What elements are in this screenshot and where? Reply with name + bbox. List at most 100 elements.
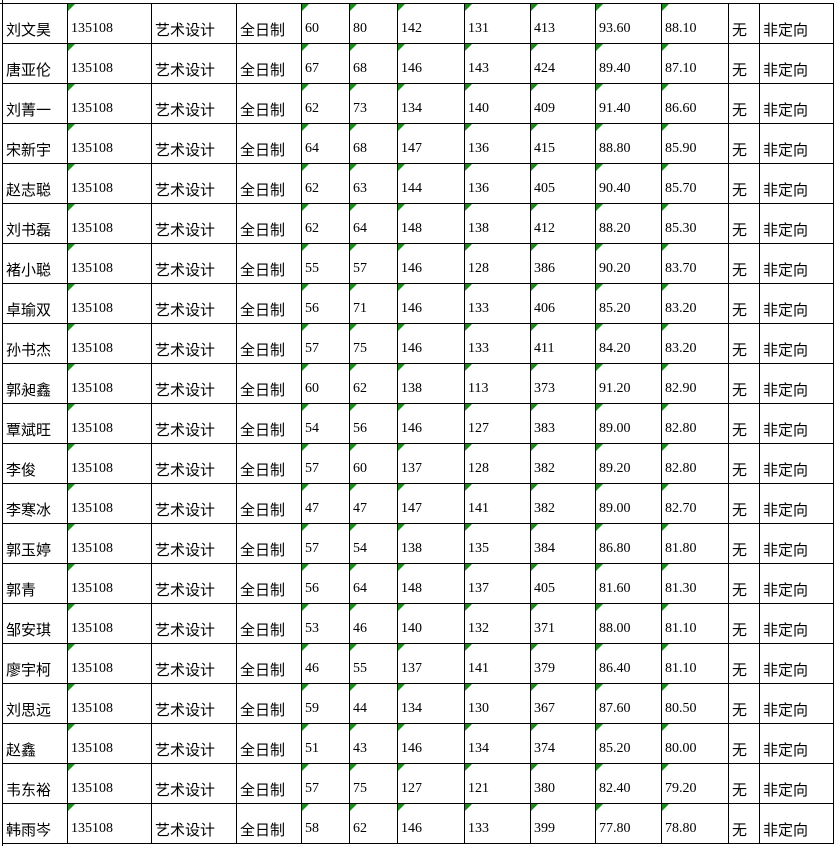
cell-text: 全日制 [240, 183, 286, 199]
cell-text: 141 [468, 661, 489, 676]
table-cell: 非定向 [760, 404, 834, 444]
table-cell: 134 [398, 84, 465, 124]
cell-marker [398, 244, 405, 251]
cell-marker [596, 724, 603, 731]
cell-text: 136 [468, 141, 489, 156]
table-cell: 409 [531, 84, 596, 124]
cell-text: 艺术设计 [155, 783, 216, 799]
cell-marker [68, 684, 75, 691]
cell-text: 非定向 [763, 703, 809, 719]
table-cell: 68 [350, 124, 398, 164]
table-cell: 64 [302, 124, 350, 164]
cell-marker [662, 324, 669, 331]
cell-text: 郭青 [6, 583, 37, 599]
cell-text: 无 [732, 423, 748, 439]
cell-text: 艺术设计 [155, 223, 216, 239]
cell-marker [465, 724, 472, 731]
cell-text: 80.50 [665, 701, 697, 716]
table-cell: 艺术设计 [152, 644, 237, 684]
cell-marker [350, 484, 357, 491]
table-cell: 81.10 [662, 644, 729, 684]
table-cell: 132 [465, 604, 531, 644]
cell-text: 135108 [71, 741, 113, 756]
table-cell: 47 [350, 484, 398, 524]
table-cell: 68 [350, 44, 398, 84]
table-cell: 135108 [68, 204, 152, 244]
table-cell: 81.80 [662, 524, 729, 564]
cell-marker [596, 644, 603, 651]
table-cell: 全日制 [237, 564, 302, 604]
table-cell: 无 [729, 804, 760, 844]
cell-marker [596, 84, 603, 91]
cell-marker [68, 644, 75, 651]
cell-marker [531, 724, 538, 731]
cell-marker [662, 404, 669, 411]
cell-text: 384 [534, 541, 555, 556]
cell-text: 全日制 [240, 63, 286, 79]
cell-marker [531, 164, 538, 171]
cell-text: 85.20 [599, 741, 631, 756]
cell-text: 62 [305, 221, 319, 236]
cell-text: 73 [353, 101, 367, 116]
cell-text: 宋新宇 [6, 143, 52, 159]
cell-text: 62 [305, 101, 319, 116]
cell-text: 全日制 [240, 743, 286, 759]
table-cell: 56 [302, 564, 350, 604]
table-cell: 147 [398, 484, 465, 524]
table-cell: 91.40 [596, 84, 662, 124]
cell-text: 全日制 [240, 303, 286, 319]
cell-marker [531, 804, 538, 811]
cell-marker [531, 524, 538, 531]
table-cell: 135108 [68, 404, 152, 444]
cell-text: 142 [401, 21, 422, 36]
table-cell: 146 [398, 724, 465, 764]
cell-marker [302, 244, 309, 251]
cell-marker [398, 44, 405, 51]
cell-marker [531, 484, 538, 491]
cell-marker [302, 764, 309, 771]
table-cell: 全日制 [237, 524, 302, 564]
table-cell: 424 [531, 44, 596, 84]
cell-text: 非定向 [763, 543, 809, 559]
cell-text: 廖宇柯 [6, 663, 52, 679]
cell-text: 无 [732, 23, 748, 39]
cell-text: 全日制 [240, 503, 286, 519]
cell-text: 80.00 [665, 741, 697, 756]
table-cell: 80 [350, 4, 398, 44]
table-cell: 卓瑜双 [3, 284, 68, 324]
cell-text: 无 [732, 623, 748, 639]
cell-marker [398, 524, 405, 531]
cell-marker [596, 164, 603, 171]
table-cell: 405 [531, 564, 596, 604]
table-cell: 46 [350, 604, 398, 644]
cell-text: 75 [353, 781, 367, 796]
table-cell: 57 [302, 524, 350, 564]
table-cell: 135108 [68, 684, 152, 724]
cell-text: 艺术设计 [155, 743, 216, 759]
cell-text: 87.60 [599, 701, 631, 716]
cell-marker [398, 124, 405, 131]
cell-text: 60 [305, 381, 319, 396]
cell-marker [302, 84, 309, 91]
cell-marker [465, 204, 472, 211]
cell-text: 非定向 [763, 143, 809, 159]
table-cell: 135108 [68, 644, 152, 684]
cell-marker [596, 524, 603, 531]
table-cell: 全日制 [237, 764, 302, 804]
table-cell: 全日制 [237, 644, 302, 684]
cell-text: 135108 [71, 701, 113, 716]
table-cell: 艺术设计 [152, 84, 237, 124]
cell-marker [350, 204, 357, 211]
cell-text: 57 [305, 541, 319, 556]
cell-text: 83.70 [665, 261, 697, 276]
cell-text: 87.10 [665, 61, 697, 76]
table-cell: 133 [465, 324, 531, 364]
table-cell: 86.40 [596, 644, 662, 684]
cell-marker [531, 444, 538, 451]
cell-text: 全日制 [240, 343, 286, 359]
table-cell: 413 [531, 4, 596, 44]
table-cell: 全日制 [237, 684, 302, 724]
cell-text: 全日制 [240, 703, 286, 719]
cell-marker [350, 764, 357, 771]
cell-marker [68, 4, 75, 11]
